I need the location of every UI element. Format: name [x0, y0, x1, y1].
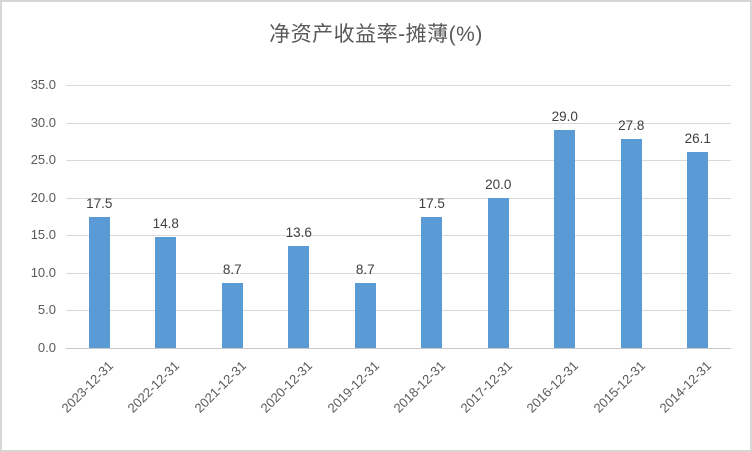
- gridline: [66, 235, 731, 237]
- bar: [155, 236, 177, 348]
- bar-value-label: 8.7: [355, 261, 375, 277]
- bar-value-label: 29.0: [551, 109, 578, 125]
- gridline: [66, 348, 731, 349]
- bar: [88, 216, 110, 348]
- gridline: [66, 310, 731, 312]
- bar-value-label: 26.1: [684, 130, 711, 146]
- y-axis-tick-label: 20.0: [30, 189, 56, 205]
- bar: [421, 216, 443, 348]
- x-axis-tick-label: 2023-12-31: [58, 358, 116, 416]
- y-axis-tick-label: 35.0: [30, 77, 56, 92]
- bar-value-label: 8.7: [222, 261, 242, 277]
- bar-value-label: 20.0: [485, 176, 512, 192]
- gridline: [66, 160, 731, 162]
- y-axis-tick-label: 30.0: [30, 114, 56, 130]
- bar: [288, 245, 310, 348]
- y-axis-tick-label: 0.0: [37, 340, 56, 355]
- x-axis-tick-label: 2014-12-31: [656, 358, 715, 416]
- bar-value-label: 17.5: [86, 195, 113, 211]
- bar: [354, 282, 376, 348]
- bar: [687, 151, 709, 348]
- y-axis-tick-label: 5.0: [37, 302, 56, 318]
- chart-title: 净资产收益率-摊薄(%): [269, 23, 483, 46]
- x-axis-tick-label: 2019-12-31: [324, 358, 382, 416]
- bar: [221, 282, 243, 348]
- y-axis-tick-label: 25.0: [30, 152, 56, 168]
- bar-value-label: 13.6: [285, 224, 312, 240]
- bar-value-label: 27.8: [618, 118, 645, 134]
- gridline: [66, 197, 731, 199]
- x-axis-tick-label: 2020-12-31: [257, 358, 316, 416]
- bar-value-label: 14.8: [152, 215, 179, 231]
- gridline: [66, 272, 731, 274]
- x-axis-tick-label: 2018-12-31: [390, 358, 449, 416]
- y-axis-tick-label: 10.0: [30, 264, 56, 280]
- y-axis-tick-label: 15.0: [30, 227, 56, 243]
- x-axis-tick-label: 2015-12-31: [590, 358, 648, 416]
- x-axis-tick-label: 2016-12-31: [523, 358, 582, 416]
- bar: [620, 139, 642, 348]
- gridline: [66, 122, 731, 124]
- x-axis-tick-label: 2021-12-31: [191, 358, 249, 416]
- x-axis-tick-label: 2022-12-31: [124, 358, 183, 416]
- bar: [554, 130, 576, 348]
- x-axis-tick-label: 2017-12-31: [457, 358, 515, 416]
- bar: [487, 197, 509, 348]
- gridline: [66, 85, 731, 86]
- bar-value-label: 17.5: [418, 195, 445, 211]
